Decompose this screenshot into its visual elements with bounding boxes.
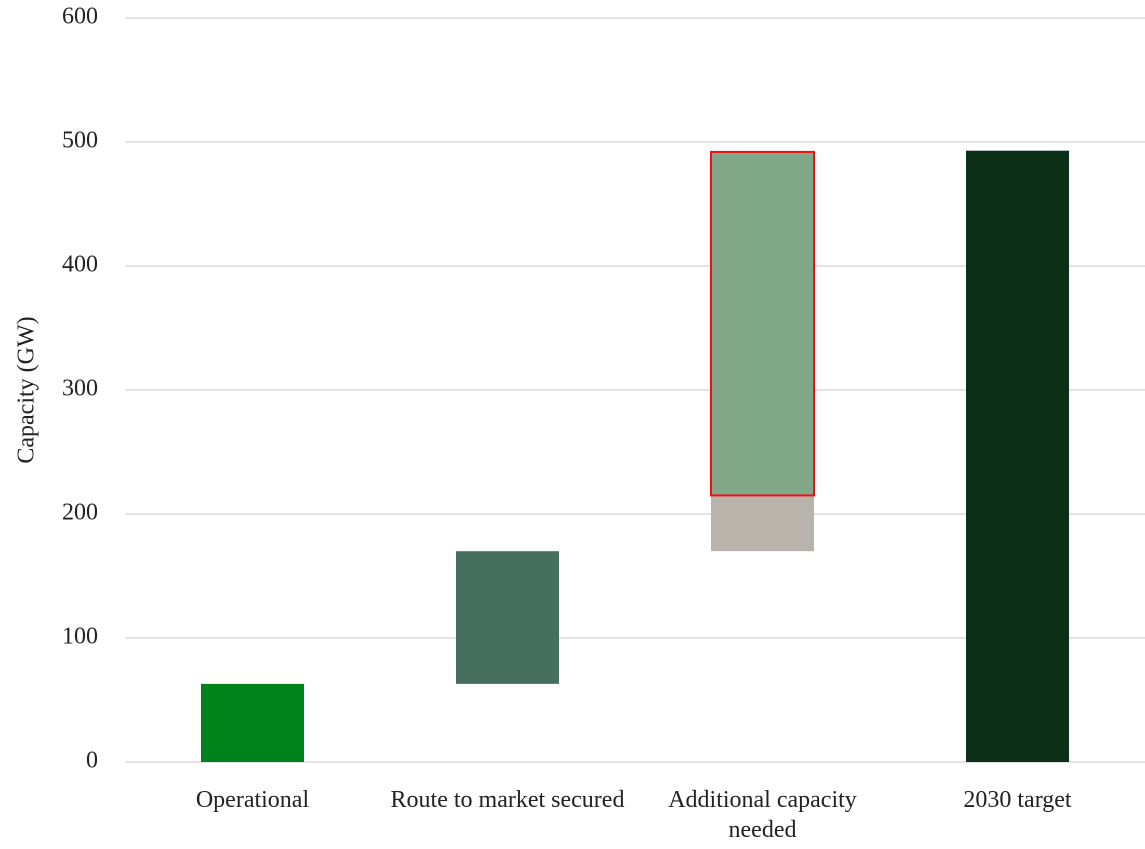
bar-segment [456, 551, 559, 684]
y-tick-label: 400 [62, 252, 98, 278]
y-tick-label: 600 [62, 4, 98, 30]
y-tick-label: 200 [62, 500, 98, 526]
bar-segment [711, 495, 814, 552]
y-tick-label: 300 [62, 376, 98, 402]
x-tick-label: Route to market secured [390, 787, 625, 813]
x-tick-label: 2030 target [963, 787, 1072, 813]
bar-segment [966, 150, 1069, 762]
bar-segment [710, 150, 815, 497]
y-tick-label: 100 [62, 624, 98, 650]
x-tick-label: Operational [195, 787, 310, 813]
x-tick-label: Additional capacity needed [668, 787, 857, 843]
y-tick-label: 500 [62, 128, 98, 154]
bar-segment [201, 683, 304, 762]
y-axis-label: Capacity (GW) [14, 316, 40, 463]
y-tick-label: 0 [86, 748, 98, 774]
